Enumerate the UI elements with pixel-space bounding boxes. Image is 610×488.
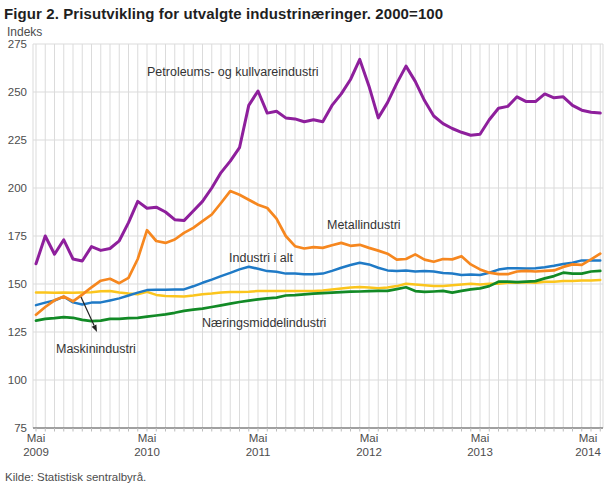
x-axis-tick-label: Mai2012 [347, 431, 391, 459]
y-axis-tick-label: 125 [0, 325, 27, 339]
series-label-industri: Industri i alt [229, 251, 293, 265]
y-axis-tick-label: 225 [0, 133, 27, 147]
series-label-petroleum: Petroleums- og kullvareindustri [147, 65, 319, 79]
x-axis-tick-label: Mai2013 [458, 431, 502, 459]
figure-2-price-chart: Figur 2. Prisutvikling for utvalgte indu… [0, 0, 610, 488]
source-credit: Kilde: Statistisk sentralbyrå. [5, 471, 146, 483]
x-axis-tick-label: Mai2014 [566, 431, 610, 459]
y-axis-tick-label: 175 [0, 229, 27, 243]
series-line-metall [36, 191, 600, 315]
y-axis-tick-label: 275 [0, 37, 27, 51]
series-line-naeringsmiddel [36, 271, 600, 321]
y-axis-tick-label: 250 [0, 85, 27, 99]
y-axis-tick-label: 200 [0, 181, 27, 195]
y-axis-tick-label: 150 [0, 277, 27, 291]
x-axis-tick-label: Mai2009 [14, 431, 58, 459]
series-label-maskin: Maskinindustri [56, 342, 136, 356]
y-axis-tick-label: 100 [0, 373, 27, 387]
x-axis-tick-label: Mai2011 [236, 431, 280, 459]
series-line-petroleum [36, 59, 600, 263]
x-axis-tick-label: Mai2010 [125, 431, 169, 459]
series-label-metall: Metallindustri [327, 218, 401, 232]
series-label-naeringsmiddel: Næringsmiddelindustri [202, 316, 326, 330]
maskinindustri-arrowhead [92, 325, 97, 333]
